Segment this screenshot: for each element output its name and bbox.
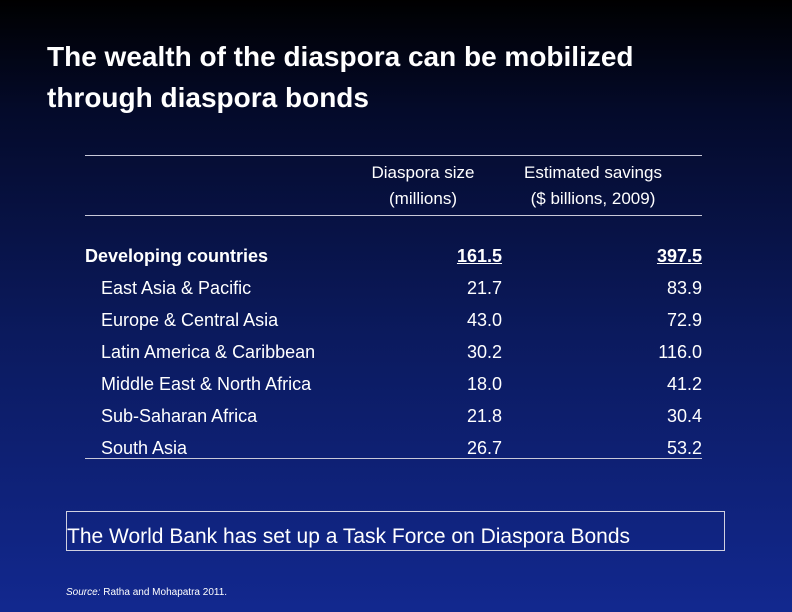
diaspora-size-value: 21.8 <box>466 406 502 426</box>
column-header-diaspora-size-line-2: (millions) <box>389 189 457 208</box>
estimated-savings-value: 83.9 <box>666 278 702 298</box>
diaspora-size-value: 30.2 <box>466 342 502 362</box>
source-text: Ratha and Mohapatra 2011. <box>100 587 228 598</box>
estimated-savings-value: 30.4 <box>666 406 702 426</box>
estimated-savings-value: 116.0 <box>658 342 702 362</box>
estimated-savings-value: 41.2 <box>666 374 702 394</box>
table-row: Developing countries 161.5 397.5 <box>0 244 792 276</box>
column-header-diaspora-size: Diaspora size (millions) <box>352 160 494 212</box>
table-row: East Asia & Pacific 21.7 83.9 <box>0 276 792 308</box>
diaspora-size-value: 43.0 <box>466 310 502 330</box>
column-header-estimated-savings-line-2: ($ billions, 2009) <box>530 189 656 208</box>
diaspora-size-value: 21.7 <box>466 278 502 298</box>
region-label: Sub-Saharan Africa <box>101 406 258 426</box>
slide-title: The wealth of the diaspora can be mobili… <box>47 36 767 118</box>
region-label: Europe & Central Asia <box>101 310 279 330</box>
region-label: East Asia & Pacific <box>101 278 252 298</box>
diaspora-size-value: 161.5 <box>456 246 502 266</box>
diaspora-size-value: 18.0 <box>466 374 502 394</box>
slide-title-line-1: The wealth of the diaspora can be mobili… <box>47 41 634 72</box>
estimated-savings-value: 53.2 <box>666 438 702 458</box>
estimated-savings-value: 397.5 <box>656 246 702 266</box>
region-label: South Asia <box>101 438 188 458</box>
source-label: Source: <box>66 587 101 598</box>
table-row: Sub-Saharan Africa 21.8 30.4 <box>0 404 792 436</box>
table-top-rule <box>85 155 702 156</box>
column-header-diaspora-size-line-1: Diaspora size <box>371 163 475 182</box>
diaspora-size-value: 26.7 <box>466 438 502 458</box>
column-header-estimated-savings: Estimated savings ($ billions, 2009) <box>507 160 679 212</box>
table-header-rule <box>85 215 702 216</box>
slide-title-line-2: through diaspora bonds <box>47 82 369 113</box>
table-row: Latin America & Caribbean 30.2 116.0 <box>0 340 792 372</box>
table-row: Middle East & North Africa 18.0 41.2 <box>0 372 792 404</box>
table-row: South Asia 26.7 53.2 <box>0 436 792 468</box>
region-label: Middle East & North Africa <box>101 374 312 394</box>
region-label: Developing countries <box>85 246 269 266</box>
source-citation: Source: Ratha and Mohapatra 2011. <box>66 587 227 599</box>
table-bottom-rule <box>85 458 702 459</box>
estimated-savings-value: 72.9 <box>666 310 702 330</box>
table-row: Europe & Central Asia 43.0 72.9 <box>0 308 792 340</box>
column-header-estimated-savings-line-1: Estimated savings <box>524 163 662 182</box>
task-force-note: The World Bank has set up a Task Force o… <box>66 511 725 551</box>
task-force-note-text: The World Bank has set up a Task Force o… <box>67 525 631 548</box>
region-label: Latin America & Caribbean <box>101 342 316 362</box>
